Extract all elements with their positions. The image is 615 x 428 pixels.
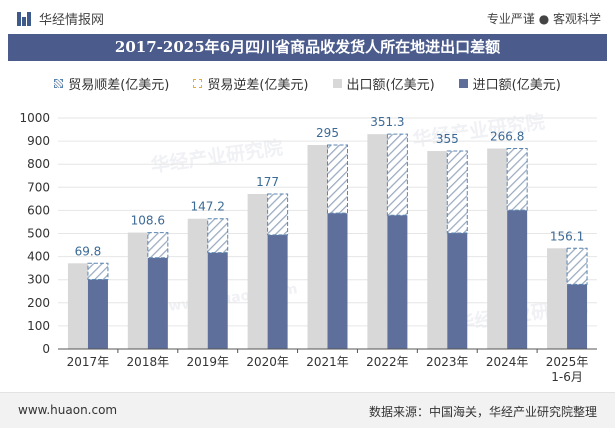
legend-item-deficit: 贸易逆差(亿美元) xyxy=(193,74,309,93)
legend-item-export: 出口额(亿美元) xyxy=(332,74,435,93)
export-bar xyxy=(487,148,508,349)
export-bar xyxy=(307,145,328,349)
surplus-data-label: 69.8 xyxy=(75,244,102,258)
data-labels: 69.8 108.6 147.2 177 295 351.3 355 266.8 156.1 xyxy=(75,115,585,258)
x-tick-label: 2021年 xyxy=(306,355,349,369)
x-tick-label: 2017年 xyxy=(67,355,110,369)
surplus-bar xyxy=(386,133,408,216)
brand-name: 华经情报网 xyxy=(39,13,105,28)
surplus-data-label: 355 xyxy=(436,132,459,146)
surplus-bar xyxy=(327,144,348,214)
y-tick-label: 700 xyxy=(27,180,50,194)
surplus-bar xyxy=(566,247,588,285)
import-bar xyxy=(207,252,228,349)
import-bar xyxy=(327,213,348,349)
x-tick-label: 2018年 xyxy=(127,355,170,369)
import-bar xyxy=(267,234,288,349)
legend: 贸易顺差(亿美元) 贸易逆差(亿美元) 出口额(亿美元) 进口额(亿美元) xyxy=(0,74,615,93)
surplus-data-label: 351.3 xyxy=(370,115,404,129)
legend-item-surplus: 贸易顺差(亿美元) xyxy=(54,74,169,93)
legend-swatch-import xyxy=(458,79,468,88)
y-tick-label: 1000 xyxy=(19,111,50,125)
slogan: 专业严谨 ● 客观科学 xyxy=(486,12,601,26)
y-tick-label: 600 xyxy=(27,203,50,217)
surplus-bar xyxy=(267,193,289,236)
surplus-data-label: 156.1 xyxy=(550,229,584,243)
legend-swatch-deficit xyxy=(193,79,203,88)
top-bar: 华经情报网 专业严谨 ● 客观科学 xyxy=(0,0,615,34)
surplus-data-label: 266.8 xyxy=(490,129,524,143)
y-tick-label: 300 xyxy=(27,273,50,287)
data-source: 数据来源：中国海关，华经产业研究院整理 xyxy=(368,405,597,419)
surplus-data-label: 177 xyxy=(256,175,279,189)
y-tick-label: 100 xyxy=(27,319,50,333)
import-bar xyxy=(387,215,408,349)
x-tick-label: 2025年 1-6月 xyxy=(546,355,589,384)
huajing-logo-icon xyxy=(17,11,31,26)
y-tick-label: 0 xyxy=(42,342,50,356)
footer: www.huaon.com 数据来源：中国海关，华经产业研究院整理 xyxy=(0,392,615,428)
import-bar xyxy=(567,284,588,349)
export-bar xyxy=(67,263,88,349)
legend-label-import: 进口额(亿美元) xyxy=(472,78,561,93)
import-bar xyxy=(147,257,168,349)
surplus-bar xyxy=(207,218,229,254)
surplus-bar xyxy=(87,262,109,280)
x-tick-label: 2024年 xyxy=(486,355,529,369)
surplus-bar xyxy=(446,150,468,234)
y-tick-label: 400 xyxy=(27,250,50,264)
legend-swatch-export xyxy=(332,79,342,88)
export-bar xyxy=(367,134,388,349)
legend-label-surplus: 贸易顺差(亿美元) xyxy=(68,78,170,93)
import-bar xyxy=(447,233,468,349)
chart-title: 2017-2025年6月四川省商品收发货人所在地进出口差额 xyxy=(8,34,607,61)
export-bar xyxy=(547,248,568,349)
export-bar xyxy=(127,232,148,349)
x-tick-label: 2022年 xyxy=(366,355,409,369)
legend-swatch-surplus xyxy=(54,79,64,88)
brand: 华经情报网 xyxy=(16,9,104,28)
footer-site: www.huaon.com xyxy=(18,403,118,417)
import-bar xyxy=(87,279,108,349)
surplus-data-label: 295 xyxy=(316,126,339,140)
surplus-data-label: 147.2 xyxy=(191,200,225,214)
bar-chart: 69.8 108.6 147.2 177 295 351.3 355 266.8 156.1 0… xyxy=(19,111,597,384)
y-tick-label: 500 xyxy=(27,227,50,241)
export-bar xyxy=(187,218,208,349)
y-tick-label: 900 xyxy=(27,134,50,148)
axes: 0 100 200 300 400 500 600 700 800 900 1000 2017年 201… xyxy=(19,111,597,384)
surplus-bar xyxy=(147,232,169,259)
x-tick-label: 2023年 xyxy=(426,355,469,369)
export-bar xyxy=(247,193,268,349)
x-tick-label: 2020年 xyxy=(246,355,289,369)
x-tick-label: 2019年 xyxy=(186,355,229,369)
surplus-data-label: 108.6 xyxy=(131,214,165,228)
bars xyxy=(67,133,588,349)
legend-label-deficit: 贸易逆差(亿美元) xyxy=(207,78,309,93)
legend-item-import: 进口额(亿美元) xyxy=(458,74,561,93)
y-tick-label: 800 xyxy=(27,157,50,171)
y-tick-label: 200 xyxy=(27,296,50,310)
export-bar xyxy=(427,151,448,349)
import-bar xyxy=(507,210,528,349)
surplus-bar xyxy=(506,147,528,211)
legend-label-export: 出口额(亿美元) xyxy=(346,78,435,93)
